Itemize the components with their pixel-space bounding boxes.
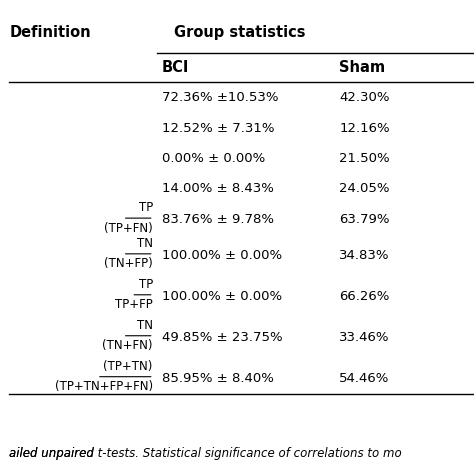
Text: 24.05%: 24.05% xyxy=(339,182,390,195)
Text: (TP+TN): (TP+TN) xyxy=(103,360,153,373)
Text: 72.36% ±10.53%: 72.36% ±10.53% xyxy=(162,91,278,104)
Text: 12.52% ± 7.31%: 12.52% ± 7.31% xyxy=(162,121,274,135)
Text: (TP+FN): (TP+FN) xyxy=(104,222,153,235)
Text: 100.00% ± 0.00%: 100.00% ± 0.00% xyxy=(162,290,282,303)
Text: Definition: Definition xyxy=(9,26,91,40)
Text: ailed unpaired: ailed unpaired xyxy=(9,447,98,460)
Text: 63.79%: 63.79% xyxy=(339,213,390,226)
Text: 49.85% ± 23.75%: 49.85% ± 23.75% xyxy=(162,330,283,344)
Text: TN: TN xyxy=(137,237,153,250)
Text: TP+FP: TP+FP xyxy=(115,299,153,311)
Text: (TP+TN+FP+FN): (TP+TN+FP+FN) xyxy=(55,380,153,393)
Text: 14.00% ± 8.43%: 14.00% ± 8.43% xyxy=(162,182,274,195)
Text: 0.00% ± 0.00%: 0.00% ± 0.00% xyxy=(162,152,265,165)
Text: 21.50%: 21.50% xyxy=(339,152,390,165)
Text: 66.26%: 66.26% xyxy=(339,290,390,303)
Text: 85.95% ± 8.40%: 85.95% ± 8.40% xyxy=(162,372,274,384)
Text: 100.00% ± 0.00%: 100.00% ± 0.00% xyxy=(162,249,282,262)
Text: 83.76% ± 9.78%: 83.76% ± 9.78% xyxy=(162,213,274,226)
Text: (TN+FP): (TN+FP) xyxy=(104,257,153,271)
Text: ailed unpaired t-tests. Statistical significance of correlations to mo: ailed unpaired t-tests. Statistical sign… xyxy=(9,447,402,460)
Text: 12.16%: 12.16% xyxy=(339,121,390,135)
Text: (TN+FN): (TN+FN) xyxy=(102,339,153,352)
Text: Group statistics: Group statistics xyxy=(173,26,305,40)
Text: Sham: Sham xyxy=(339,60,385,74)
Text: 42.30%: 42.30% xyxy=(339,91,390,104)
Text: 34.83%: 34.83% xyxy=(339,249,390,262)
Text: 33.46%: 33.46% xyxy=(339,330,390,344)
Text: 54.46%: 54.46% xyxy=(339,372,390,384)
Text: TP: TP xyxy=(138,278,153,291)
Text: TP: TP xyxy=(138,201,153,214)
Text: TN: TN xyxy=(137,319,153,332)
Text: BCI: BCI xyxy=(162,60,189,74)
